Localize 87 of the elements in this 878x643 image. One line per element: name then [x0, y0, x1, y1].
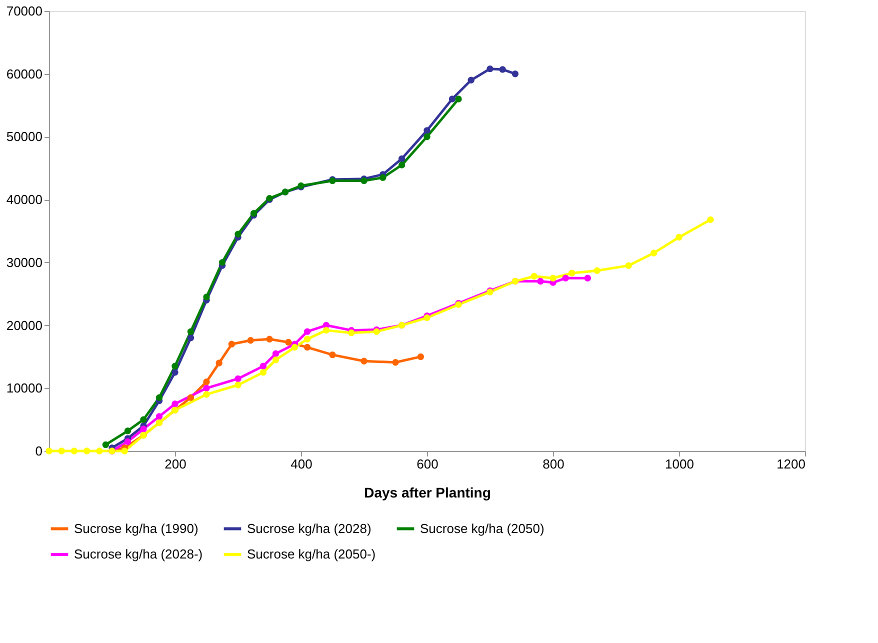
point	[70, 448, 78, 454]
point	[124, 438, 132, 445]
point	[594, 267, 600, 274]
legend-label: Sucrose kg/ha (2028-)	[74, 546, 203, 562]
point	[304, 336, 311, 342]
point	[348, 329, 355, 336]
point	[260, 369, 267, 376]
point	[266, 336, 273, 342]
point	[140, 426, 147, 432]
point	[468, 76, 474, 84]
point	[272, 356, 280, 364]
point	[140, 416, 147, 423]
x-axis-title: Days after Planting	[364, 484, 491, 500]
point	[329, 351, 336, 358]
x-tick-label: 1200	[776, 456, 806, 472]
legend-label: Sucrose kg/ha (1990)	[74, 520, 198, 536]
point	[707, 216, 714, 224]
point	[392, 359, 399, 366]
point	[562, 274, 569, 282]
point	[380, 174, 386, 181]
point	[360, 358, 368, 364]
y-tick-label: 20000	[6, 318, 42, 333]
point	[172, 369, 178, 376]
point	[58, 448, 65, 454]
point	[537, 278, 544, 285]
point	[234, 230, 242, 238]
point	[121, 448, 128, 454]
point	[304, 344, 311, 351]
legend-label: Sucrose kg/ha (2050-)	[247, 546, 376, 562]
point	[203, 391, 210, 398]
point	[187, 328, 194, 335]
point	[322, 326, 330, 334]
point	[455, 96, 462, 102]
point	[172, 362, 178, 370]
point	[448, 96, 456, 102]
point	[234, 382, 242, 388]
x-tick-label: 600	[416, 456, 438, 472]
point	[568, 270, 576, 276]
point	[260, 362, 267, 370]
point	[228, 340, 236, 348]
point	[216, 360, 222, 366]
legend-label: Sucrose kg/ha (2028)	[247, 520, 372, 536]
y-tick-label: 60000	[6, 66, 42, 82]
point	[272, 350, 280, 357]
y-tick-label: 40000	[6, 192, 42, 208]
legend-label: Sucrose kg/ha (2050)	[420, 520, 544, 536]
x-tick-label: 1000	[665, 456, 694, 472]
point	[187, 334, 194, 342]
point	[285, 338, 292, 346]
point	[304, 328, 311, 335]
y-tick-label: 10000	[6, 380, 42, 396]
x-tick-label: 800	[542, 456, 564, 472]
point	[247, 337, 254, 344]
y-tick-label: 0	[35, 444, 42, 458]
point	[417, 353, 424, 360]
point	[203, 378, 210, 386]
point	[96, 448, 103, 454]
point	[234, 375, 242, 382]
point	[172, 400, 178, 408]
point	[424, 127, 430, 134]
point	[550, 274, 556, 282]
point	[124, 428, 132, 434]
point	[156, 394, 163, 401]
point	[187, 394, 194, 401]
y-tick-label: 70000	[6, 4, 42, 18]
point	[102, 441, 110, 448]
point	[424, 133, 430, 140]
x-tick-label: 200	[164, 456, 186, 472]
point	[398, 162, 406, 168]
point	[625, 262, 632, 269]
point	[203, 384, 210, 392]
point	[291, 344, 298, 351]
point	[650, 250, 658, 256]
point	[486, 65, 494, 72]
y-tick-label: 50000	[6, 129, 42, 144]
point	[584, 274, 592, 282]
point	[83, 448, 90, 454]
point	[203, 294, 210, 300]
point	[530, 272, 538, 280]
x-tick-label: 400	[290, 456, 312, 472]
point	[398, 155, 406, 162]
point	[512, 70, 519, 78]
point	[676, 234, 682, 241]
y-tick-label: 30000	[6, 254, 42, 270]
point	[499, 66, 506, 73]
point	[218, 259, 226, 266]
point	[156, 413, 163, 420]
